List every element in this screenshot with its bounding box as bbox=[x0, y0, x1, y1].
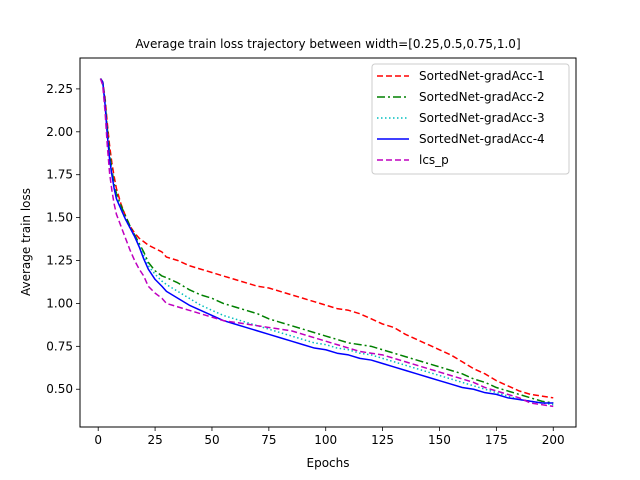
y-tick-label: 1.00 bbox=[46, 296, 73, 310]
series-layer bbox=[99, 78, 554, 408]
series-line-5 bbox=[99, 78, 554, 408]
legend-label: SortedNet-gradAcc-2 bbox=[419, 90, 545, 104]
x-tick-label: 0 bbox=[94, 433, 102, 447]
x-tick-label: 200 bbox=[542, 433, 565, 447]
y-tick-label: 2.00 bbox=[46, 125, 73, 139]
series-line-3 bbox=[99, 78, 554, 406]
y-tick-label: 2.25 bbox=[46, 82, 73, 96]
series-line-1 bbox=[99, 78, 554, 399]
legend-frame bbox=[371, 63, 570, 175]
series-line-4 bbox=[99, 78, 554, 404]
x-axis-label: Epochs bbox=[307, 456, 350, 470]
y-tick-label: 0.75 bbox=[46, 339, 73, 353]
x-tick-label: 25 bbox=[147, 433, 162, 447]
x-tick-label: 150 bbox=[428, 433, 451, 447]
y-axis-label: Average train loss bbox=[19, 188, 33, 296]
y-tick-label: 1.50 bbox=[46, 211, 73, 225]
legend-label: SortedNet-gradAcc-3 bbox=[419, 111, 545, 125]
legend-label: lcs_p bbox=[419, 153, 449, 167]
x-tick-label: 75 bbox=[261, 433, 276, 447]
y-tick-label: 1.75 bbox=[46, 168, 73, 182]
x-tick-label: 175 bbox=[485, 433, 508, 447]
y-axis: 0.50 0.75 1.00 1.25 1.50 1.75 2.00 2.25 bbox=[46, 82, 80, 396]
chart-title: Average train loss trajectory between wi… bbox=[135, 37, 520, 51]
x-tick-label: 50 bbox=[204, 433, 219, 447]
x-tick-label: 125 bbox=[371, 433, 394, 447]
x-tick-label: 100 bbox=[314, 433, 337, 447]
legend: SortedNet-gradAcc-1 SortedNet-gradAcc-2 So… bbox=[371, 63, 570, 175]
y-tick-label: 0.50 bbox=[46, 382, 73, 396]
x-axis: 0 25 50 75 100 125 150 175 200 bbox=[94, 427, 565, 447]
series-line-2 bbox=[99, 78, 554, 404]
legend-label: SortedNet-gradAcc-1 bbox=[419, 69, 545, 83]
plot-frame bbox=[79, 57, 577, 428]
legend-label: SortedNet-gradAcc-4 bbox=[419, 132, 545, 146]
y-tick-label: 1.25 bbox=[46, 254, 73, 268]
